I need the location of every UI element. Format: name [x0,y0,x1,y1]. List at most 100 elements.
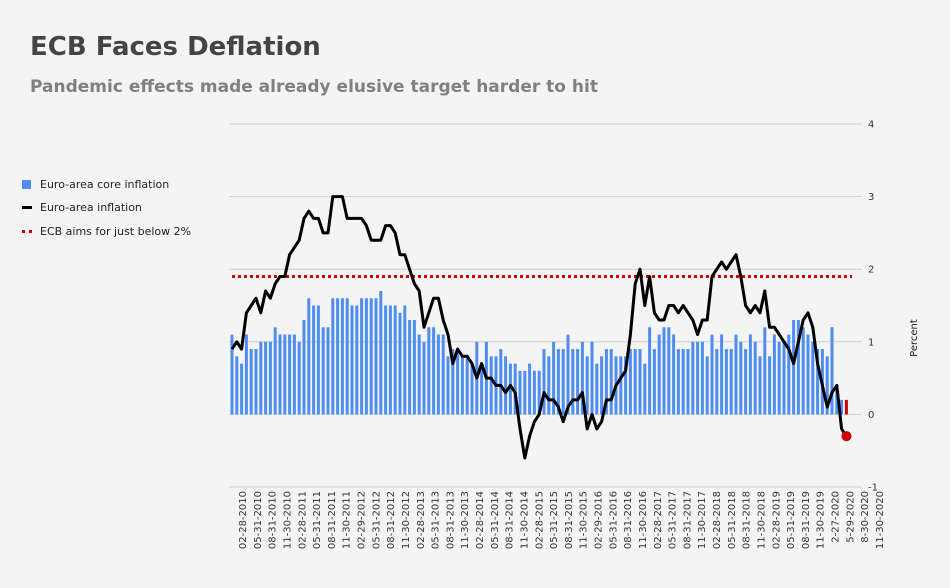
core-bar [816,349,820,415]
core-bar [446,356,450,415]
core-bar [600,356,604,415]
core-bar [230,334,234,415]
core-bar [705,356,709,415]
core-bar [561,349,565,415]
core-bar [465,356,469,415]
core-bar [667,327,671,415]
x-tick-label: 02-28-2013 [416,491,427,549]
x-tick-label: 11-30-2019 [816,491,827,549]
core-bar [576,349,580,415]
legend-item-core: Euro-area core inflation [22,177,191,191]
core-bar [513,363,517,415]
core-bar [758,356,762,415]
legend-item-headline: Euro-area inflation [22,201,191,214]
core-bar [292,334,296,415]
y-tick-label: 0 [868,410,874,421]
core-bar [782,341,786,415]
y-axis-title: Percent [909,319,920,357]
core-bar [441,334,445,415]
core-bar [436,334,440,415]
core-bar [326,327,330,415]
core-bar [379,290,383,415]
core-bar [278,334,282,415]
core-bar [806,334,810,415]
core-bar [460,356,464,415]
core-bar [499,349,503,415]
core-bar [686,349,690,415]
x-tick-label: 08-31-2019 [801,491,812,549]
core-bar [403,305,407,415]
core-bar [393,305,397,415]
core-bar [691,341,695,415]
core-bar [700,341,704,415]
legend-label-headline: Euro-area inflation [40,201,142,214]
core-bar [624,356,628,415]
x-tick-label: 02-29-2016 [594,491,605,549]
x-tick-label: 08-31-2015 [564,491,575,549]
chart-title: ECB Faces Deflation [30,32,321,62]
core-bar [657,334,661,415]
core-bar [398,312,402,415]
core-bar [619,356,623,415]
core-bar [652,349,656,415]
core-bar [777,341,781,415]
core-bar [835,385,839,415]
y-tick-label: 1 [868,337,874,348]
core-bar [811,341,815,415]
x-tick-label: 08-31-2017 [682,491,693,549]
core-bar [787,334,791,415]
core-bar [235,356,239,415]
legend-label-core: Euro-area core inflation [40,177,170,191]
core-bar [489,356,493,415]
x-tick-label: 11-30-2011 [342,491,353,549]
x-tick-label: 02-28-2014 [475,491,486,549]
core-bar [681,349,685,415]
core-bar [763,327,767,415]
x-tick-label: 02-28-2017 [653,491,664,549]
core-bar [532,370,536,415]
core-bar [792,320,796,415]
x-tick-label: 08-31-2014 [505,491,516,549]
x-tick-label: 8-30-2020 [860,491,871,543]
core-bar [288,334,292,415]
core-bar [648,327,652,415]
core-bar [364,298,368,415]
core-bar [264,341,268,415]
x-tick-label: 08-31-2010 [268,491,279,549]
x-tick-label: 08-31-2018 [742,491,753,549]
core-bar [254,349,258,415]
y-tick-label: 3 [868,192,874,203]
x-tick-label: 02-28-2019 [771,491,782,549]
core-bar [456,349,460,415]
core-bar [432,327,436,415]
x-tick-label: 02-28-2018 [712,491,723,549]
x-tick-label: 02-29-2012 [357,491,368,549]
core-bar [518,370,522,415]
x-tick-label: 11-30-2020 [875,491,886,549]
y-tick-label: -1 [868,483,878,494]
x-tick-label: 05-31-2013 [431,491,442,549]
legend-item-target: ECB aims for just below 2% [22,225,191,238]
core-bar [720,334,724,415]
core-bar [748,334,752,415]
x-tick-label: 5-29-2020 [845,491,856,543]
x-tick-label: 08-31-2011 [327,491,338,549]
x-tick-label: 02-28-2011 [297,491,308,549]
core-bar [734,334,738,415]
core-bar [633,349,637,415]
core-bar [715,349,719,415]
x-tick-label: 05-31-2010 [253,491,264,549]
core-bar [537,370,541,415]
core-bar [638,349,642,415]
core-bar [259,341,263,415]
core-bar [552,341,556,415]
x-tick-label: 05-31-2014 [490,491,501,549]
x-tick-label: 05-31-2016 [608,491,619,549]
x-tick-label: 05-31-2018 [727,491,738,549]
core-bar [604,349,608,415]
core-bar [336,298,340,415]
x-tick-label: 11-30-2016 [638,491,649,549]
x-tick-label: 05-31-2019 [786,491,797,549]
core-bar [345,298,349,415]
